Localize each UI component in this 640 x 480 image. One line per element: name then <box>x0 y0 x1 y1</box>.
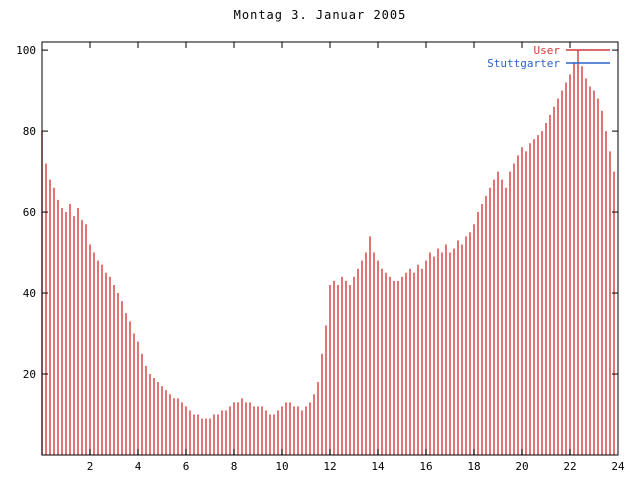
x-tick-label: 4 <box>135 460 142 473</box>
y-tick-label: 20 <box>23 368 36 381</box>
x-tick-label: 20 <box>515 460 528 473</box>
y-tick-label: 100 <box>16 44 36 57</box>
x-tick-label: 24 <box>611 460 625 473</box>
chart-title: Montag 3. Januar 2005 <box>233 8 407 22</box>
x-tick-label: 14 <box>371 460 385 473</box>
x-tick-label: 12 <box>323 460 336 473</box>
legend-label: Stuttgarter <box>487 57 560 70</box>
x-tick-label: 8 <box>231 460 238 473</box>
x-tick-label: 10 <box>275 460 288 473</box>
y-tick-label: 80 <box>23 125 36 138</box>
x-tick-label: 2 <box>87 460 94 473</box>
y-tick-label: 40 <box>23 287 36 300</box>
legend-label: User <box>534 44 561 57</box>
x-tick-label: 18 <box>467 460 480 473</box>
x-tick-label: 22 <box>563 460 576 473</box>
x-tick-label: 16 <box>419 460 432 473</box>
y-tick-label: 60 <box>23 206 36 219</box>
x-tick-label: 6 <box>183 460 190 473</box>
